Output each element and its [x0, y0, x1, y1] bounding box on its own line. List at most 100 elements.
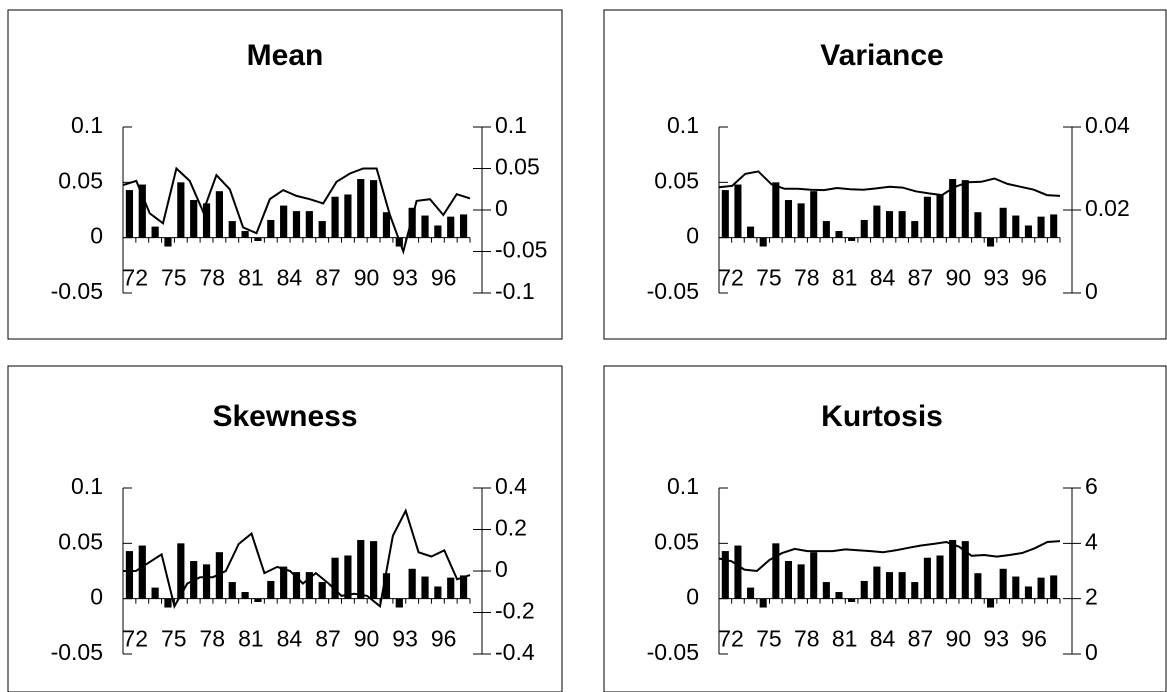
- left-axis-tick-label: -0.05: [647, 639, 699, 665]
- bar: [318, 221, 326, 238]
- bar: [1050, 214, 1058, 238]
- bar: [974, 573, 982, 599]
- x-axis-tick-label: 75: [756, 626, 782, 652]
- x-axis-tick-label: 84: [870, 626, 896, 652]
- bar: [885, 572, 894, 599]
- right-axis-tick-label: 0.4: [495, 473, 527, 499]
- chart-title: Skewness: [212, 400, 357, 433]
- bar: [164, 237, 172, 247]
- line-series: [123, 508, 471, 609]
- bar: [241, 231, 249, 238]
- bar: [721, 190, 729, 238]
- left-axis-tick-label: -0.05: [51, 639, 103, 665]
- line-series: [122, 166, 471, 255]
- bar: [923, 196, 931, 238]
- bar: [305, 572, 313, 599]
- x-axis-tick-label: 87: [315, 265, 341, 291]
- bar: [987, 598, 995, 608]
- bar: [961, 180, 969, 238]
- bar: [177, 182, 185, 238]
- bar: [447, 577, 455, 599]
- bar: [318, 582, 326, 599]
- bar: [961, 541, 969, 599]
- left-axis-tick-label: 0: [90, 223, 103, 249]
- left-axis-tick-label: 0.05: [654, 167, 699, 193]
- bar: [151, 587, 159, 599]
- x-axis-tick-label: 75: [756, 265, 782, 291]
- right-axis-tick-label: 0.2: [495, 515, 527, 541]
- x-axis-tick-label: 96: [431, 626, 457, 652]
- left-axis-tick-label: 0.05: [654, 528, 699, 554]
- bar: [125, 190, 134, 238]
- bar: [151, 226, 159, 238]
- bar: [772, 543, 780, 599]
- left-axis-tick-label: 0.1: [667, 112, 699, 138]
- bar: [280, 205, 288, 238]
- bar: [797, 203, 805, 238]
- bar: [936, 194, 944, 238]
- bar: [228, 221, 236, 238]
- bar: [370, 180, 378, 238]
- chart-frame: [603, 9, 1167, 340]
- left-axis-tick-label: 0: [686, 584, 699, 610]
- x-axis-tick-label: 81: [832, 265, 858, 291]
- x-axis-tick-label: 84: [870, 265, 896, 291]
- bar: [747, 587, 755, 599]
- x-axis-tick-label: 84: [277, 626, 303, 652]
- right-axis-tick-label: 0.02: [1085, 195, 1130, 221]
- left-axis-tick-label: 0.05: [58, 167, 103, 193]
- right-axis-tick-label: 0: [1085, 639, 1098, 665]
- left-axis-tick-label: 0.1: [71, 473, 103, 499]
- bar: [254, 237, 262, 241]
- right-axis-tick-label: 4: [1085, 528, 1098, 554]
- x-axis-tick-label: 93: [392, 265, 418, 291]
- bar: [810, 191, 818, 238]
- x-axis-tick-label: 96: [1021, 626, 1047, 652]
- x-axis-tick-label: 93: [392, 626, 418, 652]
- bar: [280, 566, 288, 599]
- bar: [459, 214, 468, 238]
- x-axis-tick-label: 90: [354, 265, 380, 291]
- bar: [923, 557, 931, 599]
- bar: [434, 225, 442, 238]
- chart-title: Mean: [247, 39, 324, 72]
- bar: [408, 568, 416, 599]
- right-axis-tick-label: 0.05: [495, 154, 540, 180]
- bar: [999, 207, 1007, 238]
- bar: [1037, 577, 1045, 599]
- bar: [822, 582, 830, 599]
- x-axis-tick-label: 87: [908, 626, 934, 652]
- bar: [721, 551, 729, 599]
- bar: [987, 237, 995, 247]
- bar: [873, 566, 881, 599]
- bar: [292, 572, 301, 599]
- x-axis-tick-label: 78: [200, 265, 226, 291]
- bar: [772, 182, 780, 238]
- bar: [267, 219, 275, 238]
- x-axis-tick-label: 75: [161, 626, 187, 652]
- bar: [228, 582, 236, 599]
- bar: [447, 216, 455, 238]
- bar: [267, 580, 275, 599]
- chart-frame: [7, 365, 563, 692]
- bar: [784, 200, 792, 238]
- x-axis-tick-label: 90: [946, 265, 972, 291]
- bar: [936, 555, 944, 599]
- bar: [848, 598, 856, 602]
- x-axis-tick-label: 78: [794, 265, 820, 291]
- bar: [949, 540, 957, 599]
- bar: [860, 580, 868, 599]
- bar: [138, 545, 146, 599]
- bar: [344, 555, 352, 599]
- right-axis-tick-label: 0.1: [495, 112, 527, 138]
- x-axis-tick-label: 81: [238, 626, 264, 652]
- left-axis-tick-label: 0: [686, 223, 699, 249]
- bar: [873, 205, 881, 238]
- bar: [898, 211, 906, 238]
- right-axis-tick-label: -0.05: [495, 237, 547, 263]
- right-axis-tick-label: 0.04: [1085, 112, 1130, 138]
- x-axis-tick-label: 84: [277, 265, 303, 291]
- line-series: [718, 540, 1061, 573]
- bar: [1012, 576, 1020, 599]
